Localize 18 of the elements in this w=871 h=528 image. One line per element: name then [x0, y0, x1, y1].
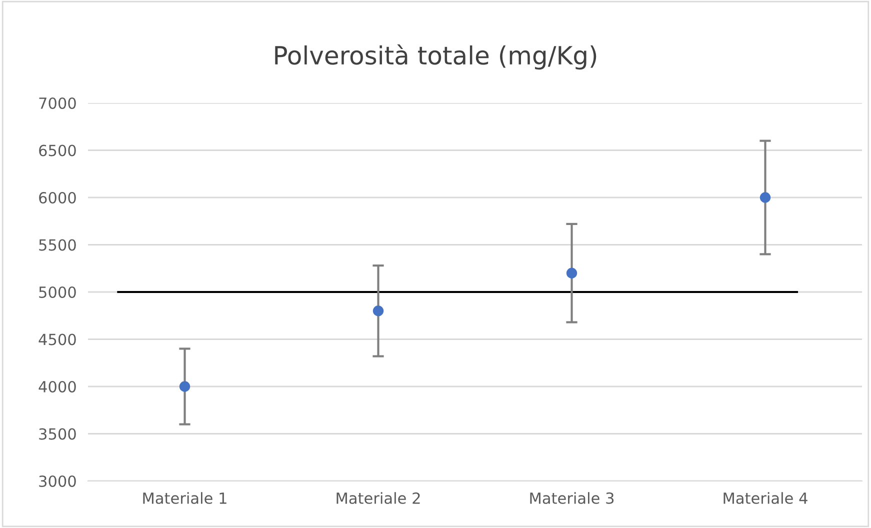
x-tick-label: Materiale 3: [530, 492, 614, 504]
point: [566, 268, 578, 278]
x-tick-label: Materiale 4: [724, 492, 808, 504]
y-tick-label: 5500: [39, 239, 76, 251]
y-tick-label: 6000: [39, 192, 76, 204]
x-tick-label: Materiale 2: [336, 492, 420, 504]
point: [179, 381, 190, 392]
y-tick-label: 4000: [38, 380, 76, 393]
y-tick-label: 6500: [39, 144, 76, 156]
point: [760, 192, 771, 203]
y-tick-label: 3000: [39, 475, 76, 488]
y-tick-label: 7000: [39, 97, 76, 110]
y-tick-label: 5000: [39, 286, 76, 298]
y-tick-label: 4500: [38, 334, 76, 346]
chart-title: Polverosità totale (mg/Kg): [275, 44, 596, 70]
point: [372, 306, 384, 316]
y-tick-label: 3500: [39, 428, 76, 440]
x-tick-label: Materiale 1: [143, 492, 226, 504]
